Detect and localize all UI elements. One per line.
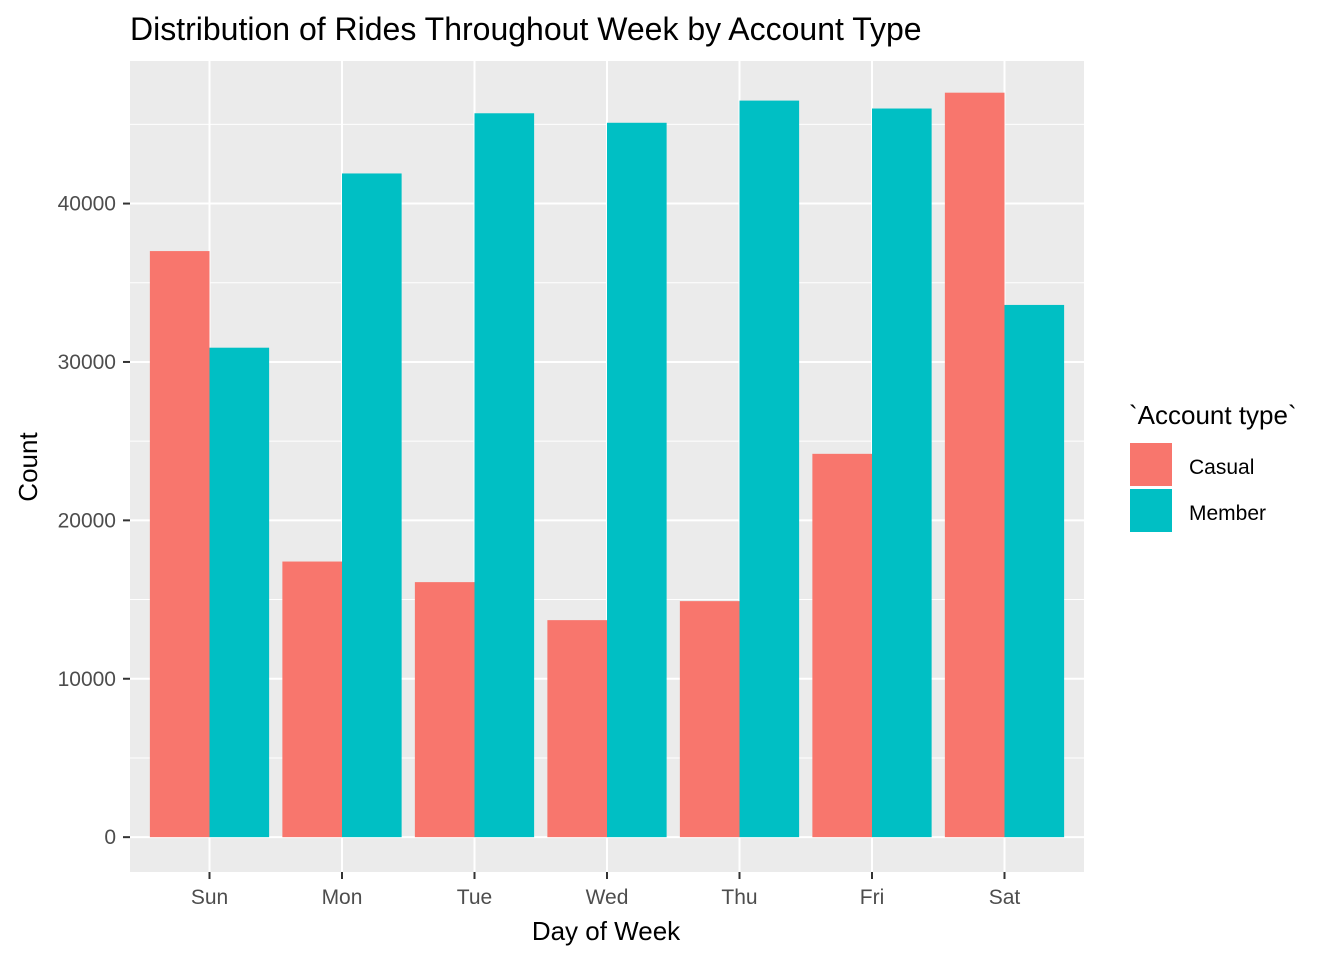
legend-label-casual: Casual [1189,456,1254,479]
bar-member-sun [209,347,270,838]
x-tick-label: Thu [721,886,757,909]
y-tick-label: 40000 [58,193,116,216]
bar-casual-mon [282,561,342,838]
x-tick-label: Sat [989,886,1021,909]
legend: `Account type` Casual Member [1129,400,1297,532]
bar-casual-sat [944,92,1005,838]
bar-member-sat [1004,304,1065,838]
bar-member-mon [342,173,402,838]
x-axis-title: Day of Week [532,916,681,946]
bars [149,92,1065,838]
bar-member-thu [739,100,800,838]
bar-casual-fri [812,453,872,838]
x-tick-label: Fri [860,886,885,909]
y-tick-label: 20000 [58,509,116,532]
x-axis-ticks: Sun Mon Tue Wed Thu Fri Sat [191,872,1021,909]
y-axis-ticks: 0 10000 20000 30000 40000 [58,193,130,849]
legend-label-member: Member [1189,502,1266,525]
bar-member-tue [474,113,535,838]
bar-casual-thu [679,601,740,838]
y-tick-label: 30000 [58,351,116,374]
bar-member-fri [872,108,932,838]
legend-title: `Account type` [1129,400,1297,430]
legend-key-casual [1130,443,1172,486]
bar-casual-tue [414,582,475,838]
x-tick-label: Sun [191,886,228,909]
x-tick-label: Wed [586,886,629,909]
y-tick-label: 0 [104,826,116,849]
x-tick-label: Tue [457,886,492,909]
chart-title: Distribution of Rides Throughout Week by… [130,11,922,47]
y-tick-label: 10000 [58,668,116,691]
bar-member-wed [607,122,667,838]
legend-key-member [1130,489,1172,532]
bar-casual-wed [547,620,607,838]
y-axis-title: Count [13,432,43,502]
x-tick-label: Mon [322,886,363,909]
bar-casual-sun [149,251,210,838]
